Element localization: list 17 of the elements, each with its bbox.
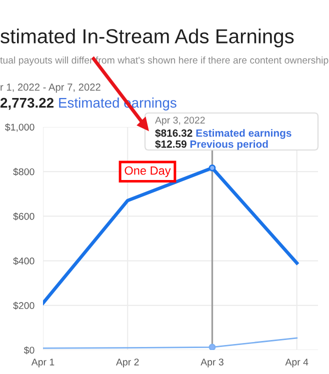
annotation: $816.32 Estimated earnings [155, 128, 292, 139]
x-tick-label: Apr 1 [31, 358, 54, 368]
y-tick-label: $400 [13, 257, 34, 265]
chart-title: stimated In-Stream Ads Earnings [0, 28, 294, 48]
y-tick-label: $200 [13, 302, 34, 310]
y-tick-label: $0 [24, 346, 34, 354]
annotation: $12.59 Previous period [155, 140, 268, 150]
x-tick-label: Apr 3 [200, 358, 224, 368]
y-tick-label: $600 [13, 212, 34, 220]
text: Apr 3, 2022 [155, 116, 205, 126]
text: r 1, 2022 - Apr 7, 2022 [0, 84, 100, 93]
y-tick-label: $800 [13, 168, 34, 176]
y-tick-label: $1,000 [5, 123, 34, 132]
x-tick-label: Apr 4 [285, 358, 308, 368]
line-series [43, 337, 298, 350]
annotation: One Day [124, 166, 171, 178]
x-tick-label: Apr 2 [116, 358, 139, 368]
